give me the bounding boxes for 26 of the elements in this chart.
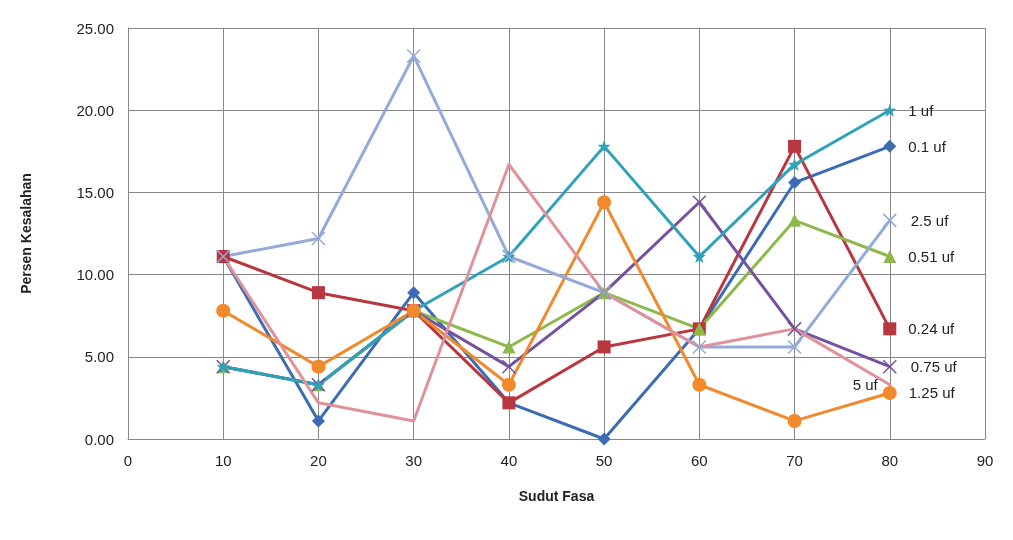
x-tick-label: 90 [976,452,994,469]
x-tick-label: 70 [786,452,803,469]
series-label: 0.24 uf [908,320,955,338]
y-tick-label: 0.00 [84,430,114,448]
y-axis-title: Persen Kesalahan [18,173,34,294]
series-label: 0.1 uf [908,137,947,155]
x-tick-label: 0 [123,452,133,469]
y-tick-label: 20.00 [76,101,114,119]
x-axis-title: Sudut Fasa [518,488,595,504]
series-label: 1.25 uf [908,384,956,402]
series-label: 5 uf [852,376,879,394]
series-label: 2.5 uf [910,211,950,229]
x-tick-label: 30 [405,452,423,469]
series-label: 0.51 uf [908,248,955,266]
x-tick-label: 80 [881,452,899,469]
x-tick-label: 20 [310,452,327,469]
series-label: 1 uf [908,101,935,119]
y-tick-label: 5.00 [84,348,114,366]
y-tick-label: 15.00 [76,183,114,201]
x-tick-label: 40 [500,452,518,469]
x-tick-label: 60 [690,452,708,469]
x-tick-label: 10 [214,452,232,469]
y-tick-label: 25.00 [76,19,114,37]
series-label: 0.75 uf [910,358,958,376]
x-tick-label: 50 [595,452,613,469]
y-tick-label: 10.00 [76,266,114,284]
